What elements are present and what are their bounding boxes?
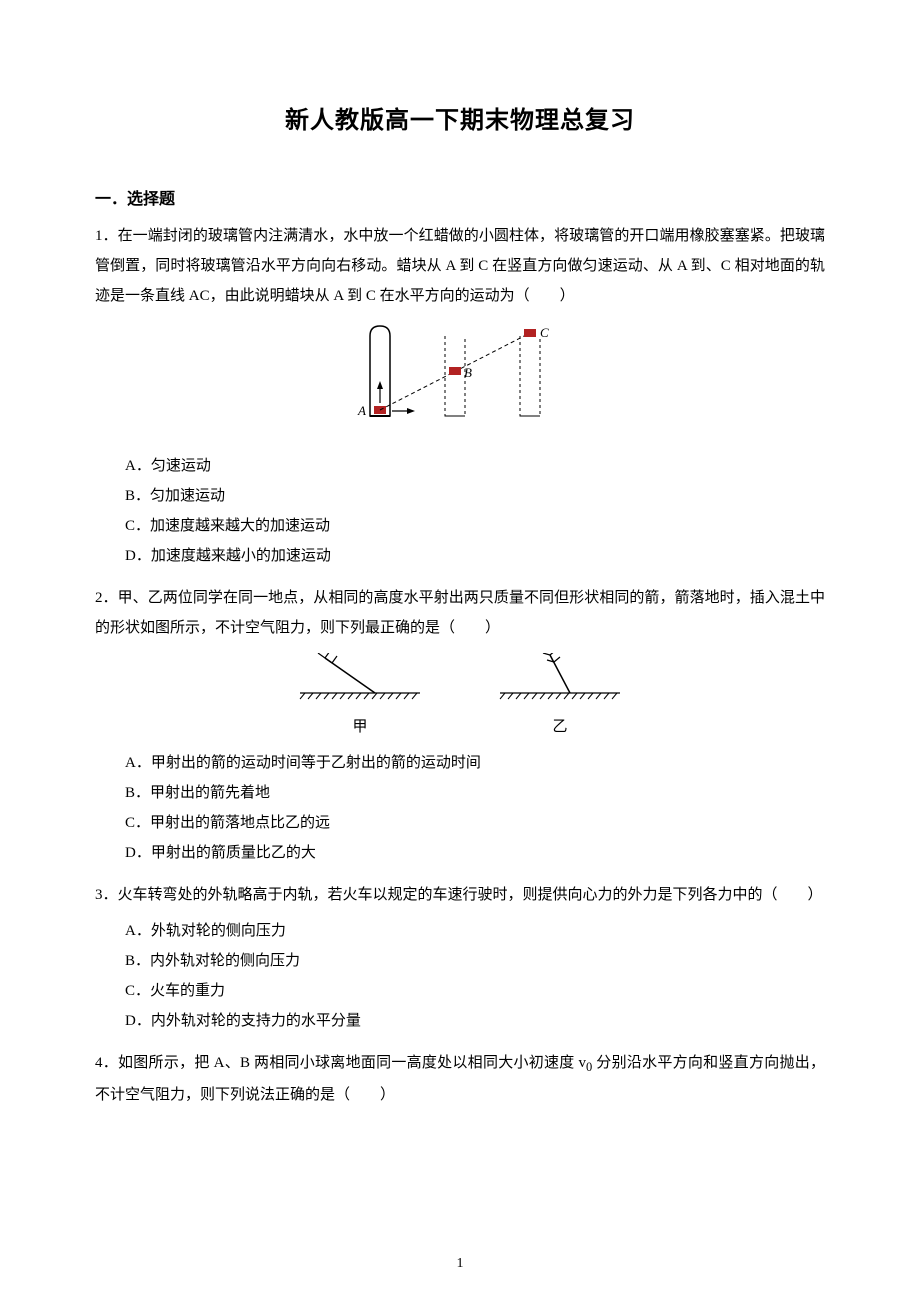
question-1-figure: A B C <box>95 321 825 436</box>
section-header: 一．选择题 <box>95 185 825 209</box>
option-1d: D．加速度越来越小的加速运动 <box>125 541 825 571</box>
page-number: 1 <box>457 1256 464 1272</box>
question-1: 1．在一端封闭的玻璃管内注满清水，水中放一个红蜡做的小圆柱体，将玻璃管的开口端用… <box>95 221 825 571</box>
option-2a: A．甲射出的箭的运动时间等于乙射出的箭的运动时间 <box>125 748 825 778</box>
option-3a: A．外轨对轮的侧向压力 <box>125 916 825 946</box>
question-2-options: A．甲射出的箭的运动时间等于乙射出的箭的运动时间 B．甲射出的箭先着地 C．甲射… <box>95 748 825 868</box>
option-1b: B．匀加速运动 <box>125 481 825 511</box>
q4-text-pre: 4．如图所示，把 A、B 两相同小球离地面同一高度处以相同大小初速度 v <box>95 1055 586 1071</box>
option-2b: B．甲射出的箭先着地 <box>125 778 825 808</box>
question-2-figure: 甲 <box>95 653 825 736</box>
option-3b: B．内外轨对轮的侧向压力 <box>125 946 825 976</box>
page-title: 新人教版高一下期末物理总复习 <box>95 100 825 135</box>
question-1-options: A．匀速运动 B．匀加速运动 C．加速度越来越大的加速运动 D．加速度越来越小的… <box>95 451 825 571</box>
label-a: A <box>357 403 366 418</box>
question-1-text: 1．在一端封闭的玻璃管内注满清水，水中放一个红蜡做的小圆柱体，将玻璃管的开口端用… <box>95 221 825 311</box>
option-2c: C．甲射出的箭落地点比乙的远 <box>125 808 825 838</box>
question-4-text: 4．如图所示，把 A、B 两相同小球离地面同一高度处以相同大小初速度 v0 分别… <box>95 1048 825 1110</box>
label-yi: 乙 <box>490 715 630 736</box>
option-3d: D．内外轨对轮的支持力的水平分量 <box>125 1006 825 1036</box>
option-2d: D．甲射出的箭质量比乙的大 <box>125 838 825 868</box>
label-jia: 甲 <box>290 715 430 736</box>
label-c: C <box>540 325 549 340</box>
question-2-text: 2．甲、乙两位同学在同一地点，从相同的高度水平射出两只质量不同但形状相同的箭，箭… <box>95 583 825 643</box>
question-3: 3．火车转弯处的外轨略高于内轨，若火车以规定的车速行驶时，则提供向心力的外力是下… <box>95 880 825 1036</box>
question-4: 4．如图所示，把 A、B 两相同小球离地面同一高度处以相同大小初速度 v0 分别… <box>95 1048 825 1110</box>
question-2: 2．甲、乙两位同学在同一地点，从相同的高度水平射出两只质量不同但形状相同的箭，箭… <box>95 583 825 868</box>
option-3c: C．火车的重力 <box>125 976 825 1006</box>
question-3-text: 3．火车转弯处的外轨略高于内轨，若火车以规定的车速行驶时，则提供向心力的外力是下… <box>95 880 825 910</box>
question-3-options: A．外轨对轮的侧向压力 B．内外轨对轮的侧向压力 C．火车的重力 D．内外轨对轮… <box>95 916 825 1036</box>
option-1c: C．加速度越来越大的加速运动 <box>125 511 825 541</box>
option-1a: A．匀速运动 <box>125 451 825 481</box>
